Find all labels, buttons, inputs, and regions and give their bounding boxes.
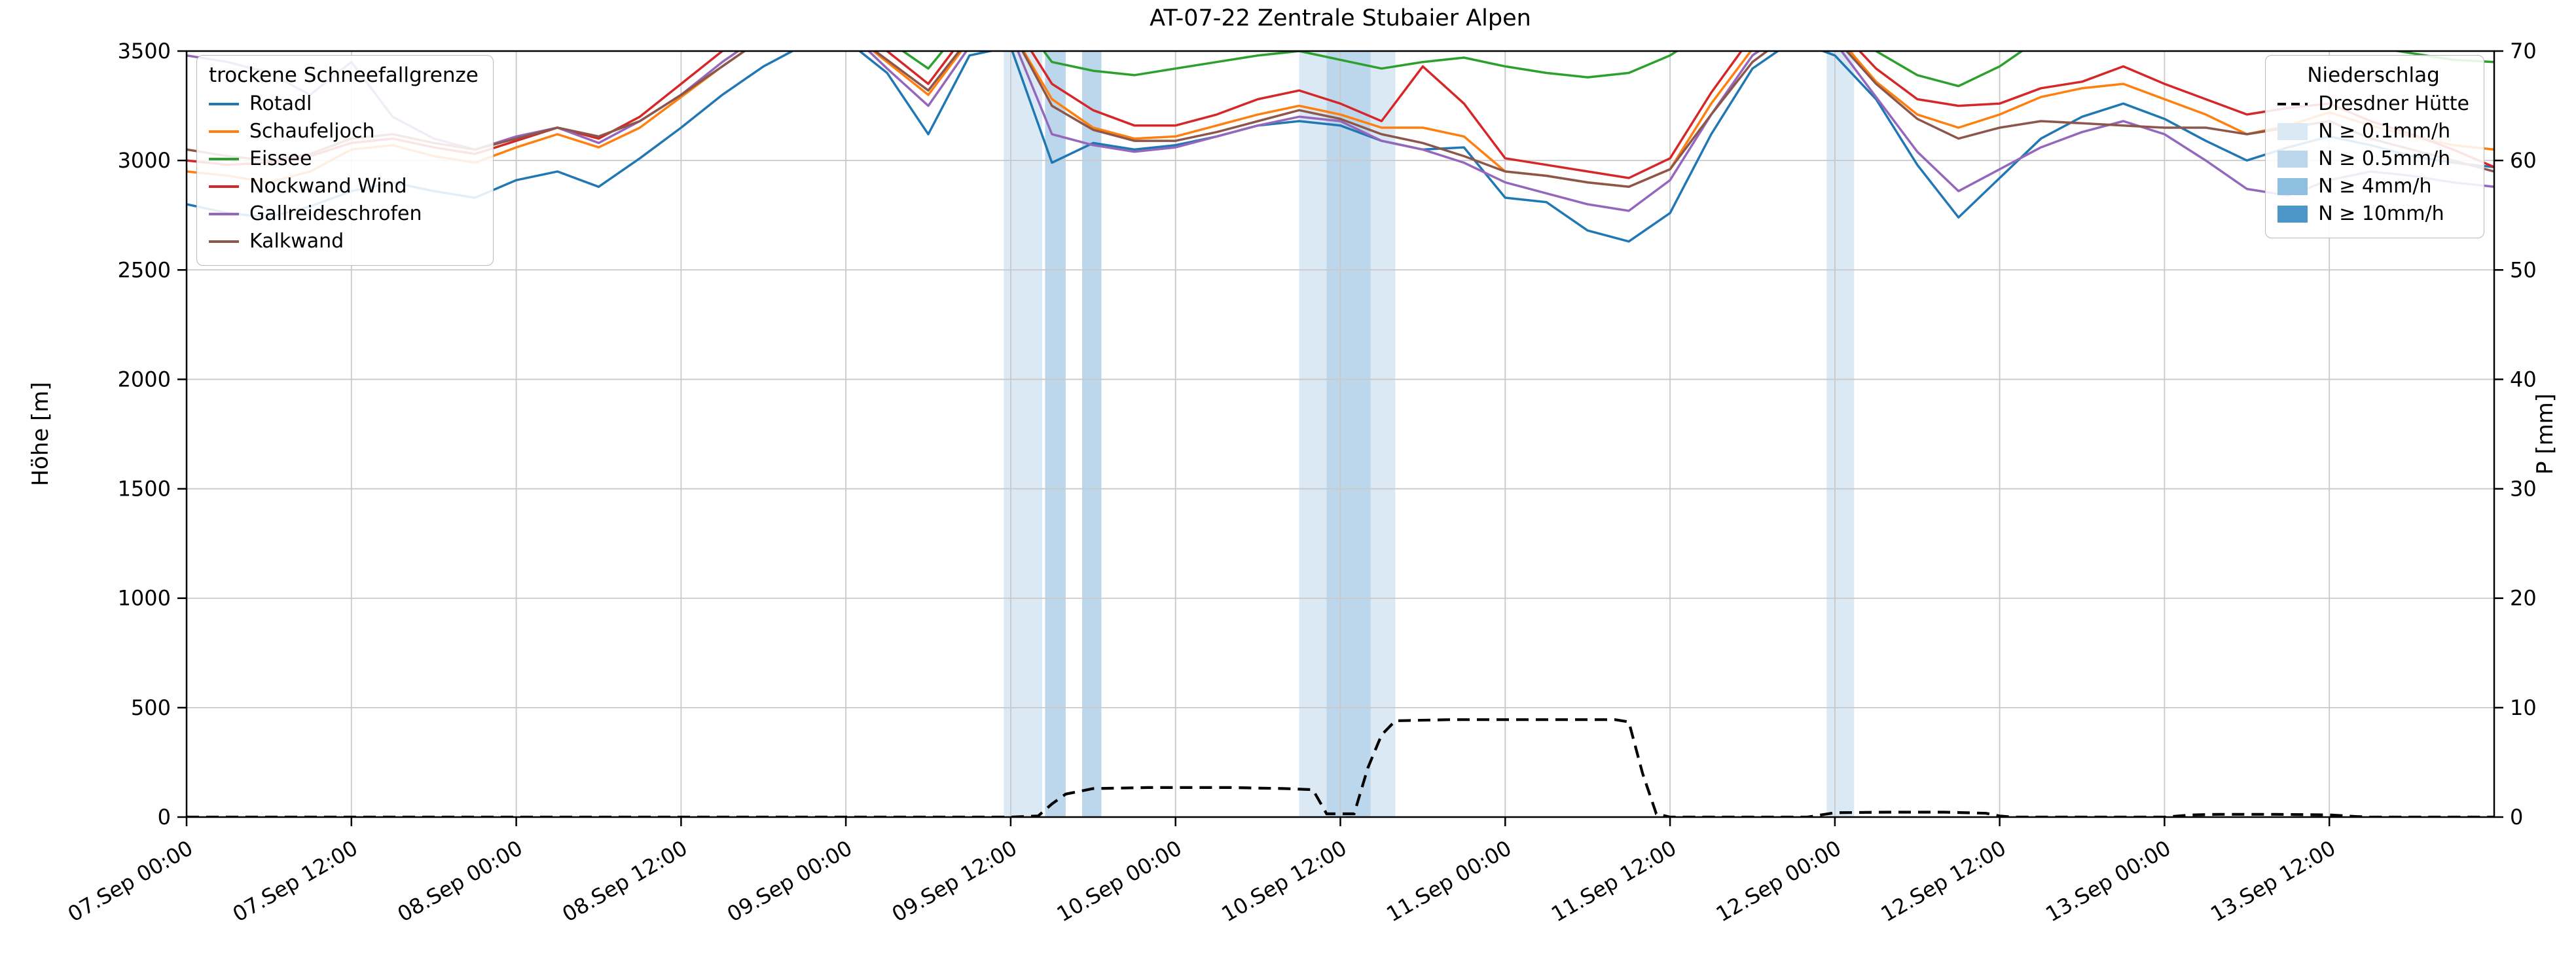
legend-label-dresdner-huette: Dresdner Hütte [2318, 92, 2469, 115]
legend-snowline-title: trockene Schneefallgrenze [209, 64, 479, 87]
svg-text:09.Sep 00:00: 09.Sep 00:00 [723, 835, 856, 927]
line-swatch-kalkwand [209, 240, 239, 243]
band-swatch-level-0 [2277, 122, 2308, 140]
legend-label-schaufeljoch: Schaufeljoch [249, 120, 375, 143]
legend-label-gallreideschrofen: Gallreideschrofen [249, 202, 422, 225]
svg-text:09.Sep 12:00: 09.Sep 12:00 [888, 835, 1021, 927]
svg-text:12.Sep 00:00: 12.Sep 00:00 [1712, 835, 1845, 927]
line-swatch-gallreideschrofen [209, 212, 239, 215]
legend-item-kalkwand: Kalkwand [209, 230, 479, 253]
svg-text:1500: 1500 [118, 477, 171, 502]
band-swatch-level-2 [2277, 177, 2308, 195]
chart-title: AT-07-22 Zentrale Stubaier Alpen [1150, 5, 1531, 31]
svg-text:11.Sep 12:00: 11.Sep 12:00 [1547, 835, 1680, 927]
svg-text:3000: 3000 [118, 148, 171, 173]
line-swatch-schaufeljoch [209, 130, 239, 133]
band-swatch-level-1 [2277, 150, 2308, 168]
legend-precipitation: Niederschlag Dresdner Hütte N ≥ 0.1mm/h … [2265, 55, 2484, 238]
legend-item-rotadl: Rotadl [209, 92, 479, 115]
svg-text:08.Sep 12:00: 08.Sep 12:00 [558, 835, 691, 927]
svg-text:50: 50 [2510, 257, 2537, 282]
legend-item-precip-level-0: N ≥ 0.1mm/h [2277, 120, 2469, 143]
svg-text:08.Sep 00:00: 08.Sep 00:00 [393, 835, 527, 927]
svg-text:0: 0 [2510, 805, 2523, 830]
legend-label-eissee: Eissee [249, 147, 312, 170]
svg-text:07.Sep 00:00: 07.Sep 00:00 [63, 835, 197, 927]
svg-text:10.Sep 00:00: 10.Sep 00:00 [1053, 835, 1186, 927]
legend-label-precip-level-2: N ≥ 4mm/h [2318, 175, 2432, 198]
legend-item-dresdner-huette: Dresdner Hütte [2277, 92, 2469, 115]
svg-text:10.Sep 12:00: 10.Sep 12:00 [1218, 835, 1351, 927]
legend-item-eissee: Eissee [209, 147, 479, 170]
legend-label-precip-level-1: N ≥ 0.5mm/h [2318, 147, 2451, 170]
svg-text:20: 20 [2510, 586, 2537, 611]
legend-snowline: trockene Schneefallgrenze Rotadl Schaufe… [196, 55, 494, 266]
svg-text:2500: 2500 [118, 257, 171, 282]
svg-text:1000: 1000 [118, 586, 171, 611]
legend-label-precip-level-0: N ≥ 0.1mm/h [2318, 120, 2451, 143]
line-swatch-nockwand-wind [209, 185, 239, 188]
legend-item-precip-level-3: N ≥ 10mm/h [2277, 202, 2469, 225]
legend-label-nockwand-wind: Nockwand Wind [249, 175, 407, 198]
svg-text:10: 10 [2510, 695, 2537, 720]
svg-text:0: 0 [158, 805, 171, 830]
legend-item-nockwand-wind: Nockwand Wind [209, 175, 479, 198]
svg-text:500: 500 [131, 695, 171, 720]
legend-item-gallreideschrofen: Gallreideschrofen [209, 202, 479, 225]
y-axis-label-right: P [mm] [2532, 393, 2558, 475]
svg-text:13.Sep 00:00: 13.Sep 00:00 [2041, 835, 2175, 927]
legend-item-precip-level-2: N ≥ 4mm/h [2277, 175, 2469, 198]
legend-precipitation-title: Niederschlag [2307, 64, 2440, 87]
legend-label-kalkwand: Kalkwand [249, 230, 344, 253]
legend-item-schaufeljoch: Schaufeljoch [209, 120, 479, 143]
svg-text:3500: 3500 [118, 39, 171, 64]
svg-text:60: 60 [2510, 148, 2537, 173]
svg-text:13.Sep 12:00: 13.Sep 12:00 [2206, 835, 2340, 927]
y-axis-label-left: Höhe [m] [27, 382, 54, 486]
svg-text:30: 30 [2510, 477, 2537, 502]
svg-text:40: 40 [2510, 367, 2537, 392]
svg-text:70: 70 [2510, 39, 2537, 64]
svg-text:11.Sep 00:00: 11.Sep 00:00 [1382, 835, 1515, 927]
svg-text:2000: 2000 [118, 367, 171, 392]
dashed-line-swatch [2277, 102, 2308, 105]
svg-text:07.Sep 12:00: 07.Sep 12:00 [228, 835, 362, 927]
legend-label-rotadl: Rotadl [249, 92, 312, 115]
line-swatch-rotadl [209, 102, 239, 105]
line-swatch-eissee [209, 157, 239, 160]
legend-item-precip-level-1: N ≥ 0.5mm/h [2277, 147, 2469, 170]
band-swatch-level-3 [2277, 205, 2308, 223]
legend-label-precip-level-3: N ≥ 10mm/h [2318, 202, 2444, 225]
svg-text:12.Sep 12:00: 12.Sep 12:00 [1877, 835, 2010, 927]
